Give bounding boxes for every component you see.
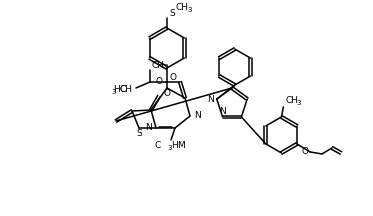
Text: CH: CH [285, 97, 298, 105]
Text: O: O [164, 89, 171, 97]
Text: CH: CH [152, 60, 165, 70]
Text: H: H [171, 141, 178, 151]
Text: O: O [155, 78, 162, 86]
Text: N: N [145, 124, 152, 132]
Text: C: C [120, 86, 126, 95]
Text: 3: 3 [163, 64, 167, 70]
Text: S: S [169, 8, 175, 17]
Text: O: O [302, 148, 309, 156]
Text: C: C [155, 141, 161, 151]
Text: 3: 3 [297, 100, 301, 106]
Text: N: N [219, 107, 226, 116]
Text: 3: 3 [167, 145, 172, 151]
Text: O: O [169, 73, 176, 81]
Text: N: N [207, 95, 214, 103]
Text: H: H [113, 86, 120, 95]
Text: CH: CH [120, 86, 133, 95]
Text: 3: 3 [112, 89, 116, 95]
Text: M: M [177, 141, 185, 151]
Text: S: S [136, 130, 142, 138]
Text: 3: 3 [187, 7, 191, 13]
Text: CH: CH [175, 3, 188, 13]
Text: N: N [194, 111, 201, 121]
